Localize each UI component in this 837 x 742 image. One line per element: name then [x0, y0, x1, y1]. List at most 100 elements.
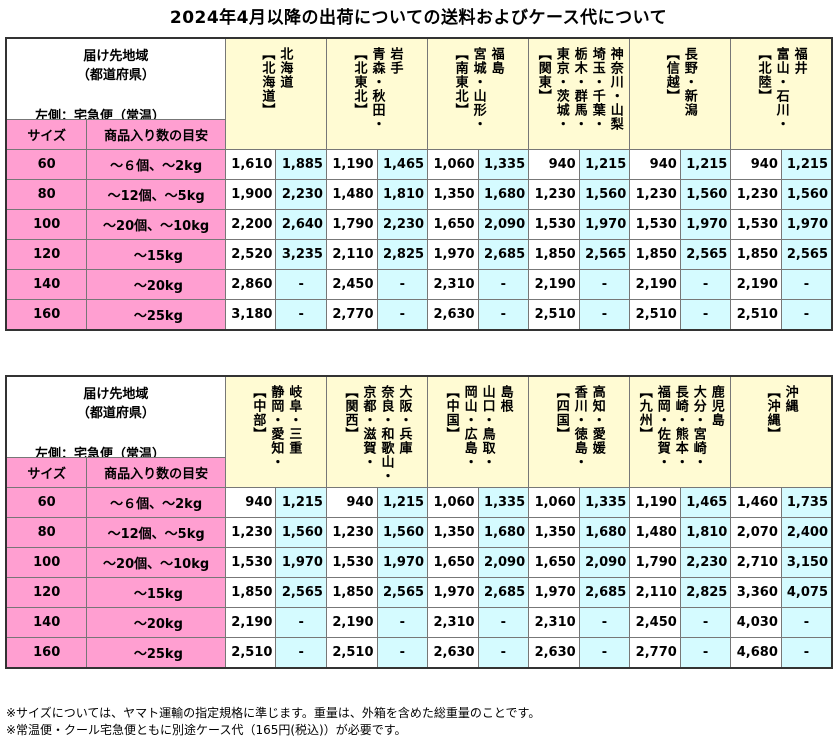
ambient-price-cell: 2,110 — [629, 577, 681, 608]
ambient-price-cell: 1,650 — [528, 547, 580, 578]
ambient-price-cell: 1,790 — [629, 547, 681, 578]
cool-price-cell: 1,560 — [679, 179, 732, 210]
prefecture-list: 神奈川・山梨 — [607, 47, 623, 131]
region-name: 【南東北】 — [452, 47, 468, 117]
cool-price-cell: - — [679, 299, 732, 331]
ambient-price-cell: 1,350 — [528, 517, 580, 548]
header-legend: 届け先地域（都道府県）左側：宅急便（常温）右側：クール宅急便(冷凍) — [5, 375, 226, 458]
table-row: 80 ～12個、～5kg 1,230 1,560 1,230 1,560 1,350 1,68… — [5, 517, 833, 548]
region-header: 【南東北】 宮城・山形・ 福島 — [427, 37, 530, 150]
goods-header: 商品入り数の目安 — [86, 457, 226, 488]
goods-cell: ～12個、～5kg — [86, 517, 226, 548]
dest-label: 届け先地域 — [83, 387, 149, 402]
cool-price-cell: 1,810 — [376, 179, 429, 210]
region-header: 【関西】 京都・滋賀・ 奈良・和歌山・ 大阪・兵庫 — [325, 375, 429, 488]
ambient-price-cell: 940 — [629, 149, 681, 180]
region-name: 【関西】 — [342, 385, 358, 441]
ambient-price-cell: 2,200 — [224, 209, 277, 240]
cool-price-cell: - — [679, 607, 732, 638]
ambient-price-cell: 1,060 — [528, 487, 580, 518]
ambient-price-cell: 1,230 — [730, 179, 782, 210]
ambient-price-cell: 2,450 — [629, 607, 681, 638]
cool-price-cell: 1,335 — [578, 487, 631, 518]
prefecture-list: 栃木・群馬・ — [571, 47, 587, 131]
cool-price-cell: 1,215 — [376, 487, 429, 518]
cool-price-cell: 4,075 — [780, 577, 833, 608]
cool-price-cell: - — [578, 607, 631, 638]
cool-price-cell: 1,560 — [780, 179, 833, 210]
table-row: 140 ～20kg 2,860-2,450-2,310-2,190-2,190-2,… — [5, 269, 833, 300]
cool-price-cell: 1,970 — [376, 547, 429, 578]
ambient-price-cell: 1,230 — [325, 517, 378, 548]
prefecture-list: 北海道 — [277, 47, 293, 89]
cool-price-cell: - — [275, 637, 327, 669]
cool-price-cell: 1,680 — [578, 517, 631, 548]
ambient-price-cell: 2,190 — [528, 269, 580, 300]
ambient-price-cell: 1,190 — [629, 487, 681, 518]
region-header: 【北陸】 富山・石川・ 福井 — [730, 37, 833, 150]
ambient-price-cell: 2,630 — [427, 637, 479, 669]
cool-price-cell: 2,400 — [780, 517, 833, 548]
table-row: 120 ～15kg 2,520 3,235 2,110 2,825 1,970 2,685 1,… — [5, 239, 833, 270]
cool-price-cell: 1,560 — [376, 517, 429, 548]
ambient-price-cell: 940 — [224, 487, 277, 518]
region-header: 【関東】 東京・茨城・ 栃木・群馬・ 埼玉・千葉・ 神奈川・山梨 — [528, 37, 631, 150]
goods-cell: ～20個、～10kg — [86, 547, 226, 578]
table-row: 80 ～12個、～5kg 1,900 2,230 1,480 1,810 1,350 1,68… — [5, 179, 833, 210]
region-header: 【沖縄】 沖縄 — [730, 375, 833, 488]
ambient-price-cell: 1,970 — [427, 577, 479, 608]
size-header: サイズ — [5, 457, 88, 488]
table-row: 140 ～20kg 2,190-2,190-2,310-2,310-2,450-4,… — [5, 607, 833, 638]
cool-price-cell: - — [679, 269, 732, 300]
cool-price-cell: 1,335 — [477, 149, 530, 180]
ambient-price-cell: 1,350 — [427, 179, 479, 210]
cool-price-cell: 1,970 — [679, 209, 732, 240]
prefecture-list: 静岡・愛知・ — [268, 385, 284, 469]
prefecture-list: 高知・愛媛 — [589, 385, 605, 455]
cool-price-cell: 2,565 — [679, 239, 732, 270]
prefecture-list: 岩手 — [387, 47, 403, 75]
cool-price-cell: 1,335 — [477, 487, 530, 518]
cool-price-cell: 1,680 — [477, 179, 530, 210]
cool-price-cell: - — [275, 299, 327, 331]
ambient-price-cell: 1,530 — [325, 547, 378, 578]
ambient-price-cell: 2,630 — [427, 299, 479, 331]
goods-header: 商品入り数の目安 — [86, 119, 226, 150]
ambient-price-cell: 3,360 — [730, 577, 782, 608]
ambient-price-cell: 1,530 — [528, 209, 580, 240]
prefecture-list: 宮城・山形・ — [470, 47, 486, 131]
note-case-fee: ※常温便・クール宅急便ともに別途ケース代（165円(税込)）が必要です。 — [6, 723, 407, 737]
cool-price-cell: - — [376, 299, 429, 331]
goods-cell: ～20個、～10kg — [86, 209, 226, 240]
ambient-price-cell: 1,650 — [427, 209, 479, 240]
ambient-price-cell: 1,970 — [528, 577, 580, 608]
ambient-price-cell: 2,510 — [730, 299, 782, 331]
prefecture-list: 鹿児島 — [708, 385, 724, 427]
goods-cell: ～15kg — [86, 577, 226, 608]
ambient-price-cell: 2,510 — [325, 637, 378, 669]
goods-cell: ～20kg — [86, 269, 226, 300]
ambient-price-cell: 4,680 — [730, 637, 782, 669]
region-name: 【関東】 — [535, 47, 551, 103]
cool-price-cell: 2,565 — [275, 577, 327, 608]
prefecture-list: 島根 — [497, 385, 513, 413]
ambient-price-cell: 2,310 — [427, 607, 479, 638]
ambient-price-cell: 1,060 — [427, 487, 479, 518]
cool-price-cell: - — [376, 269, 429, 300]
ambient-price-cell: 1,790 — [325, 209, 378, 240]
ambient-price-cell: 2,310 — [427, 269, 479, 300]
ambient-price-cell: 1,970 — [427, 239, 479, 270]
cool-price-cell: 2,825 — [376, 239, 429, 270]
ambient-price-cell: 1,850 — [224, 577, 277, 608]
ambient-price-cell: 2,510 — [224, 637, 277, 669]
ambient-price-cell: 940 — [730, 149, 782, 180]
ambient-price-cell: 1,900 — [224, 179, 277, 210]
prefecture-list: 東京・茨城・ — [553, 47, 569, 131]
cool-price-cell: 1,885 — [275, 149, 327, 180]
cool-price-cell: - — [376, 637, 429, 669]
cool-price-cell: 1,560 — [578, 179, 631, 210]
goods-cell: ～20kg — [86, 607, 226, 638]
prefecture-list: 香川・徳島・ — [571, 385, 587, 469]
ambient-price-cell: 1,060 — [427, 149, 479, 180]
region-header: 【四国】 香川・徳島・ 高知・愛媛 — [528, 375, 631, 488]
